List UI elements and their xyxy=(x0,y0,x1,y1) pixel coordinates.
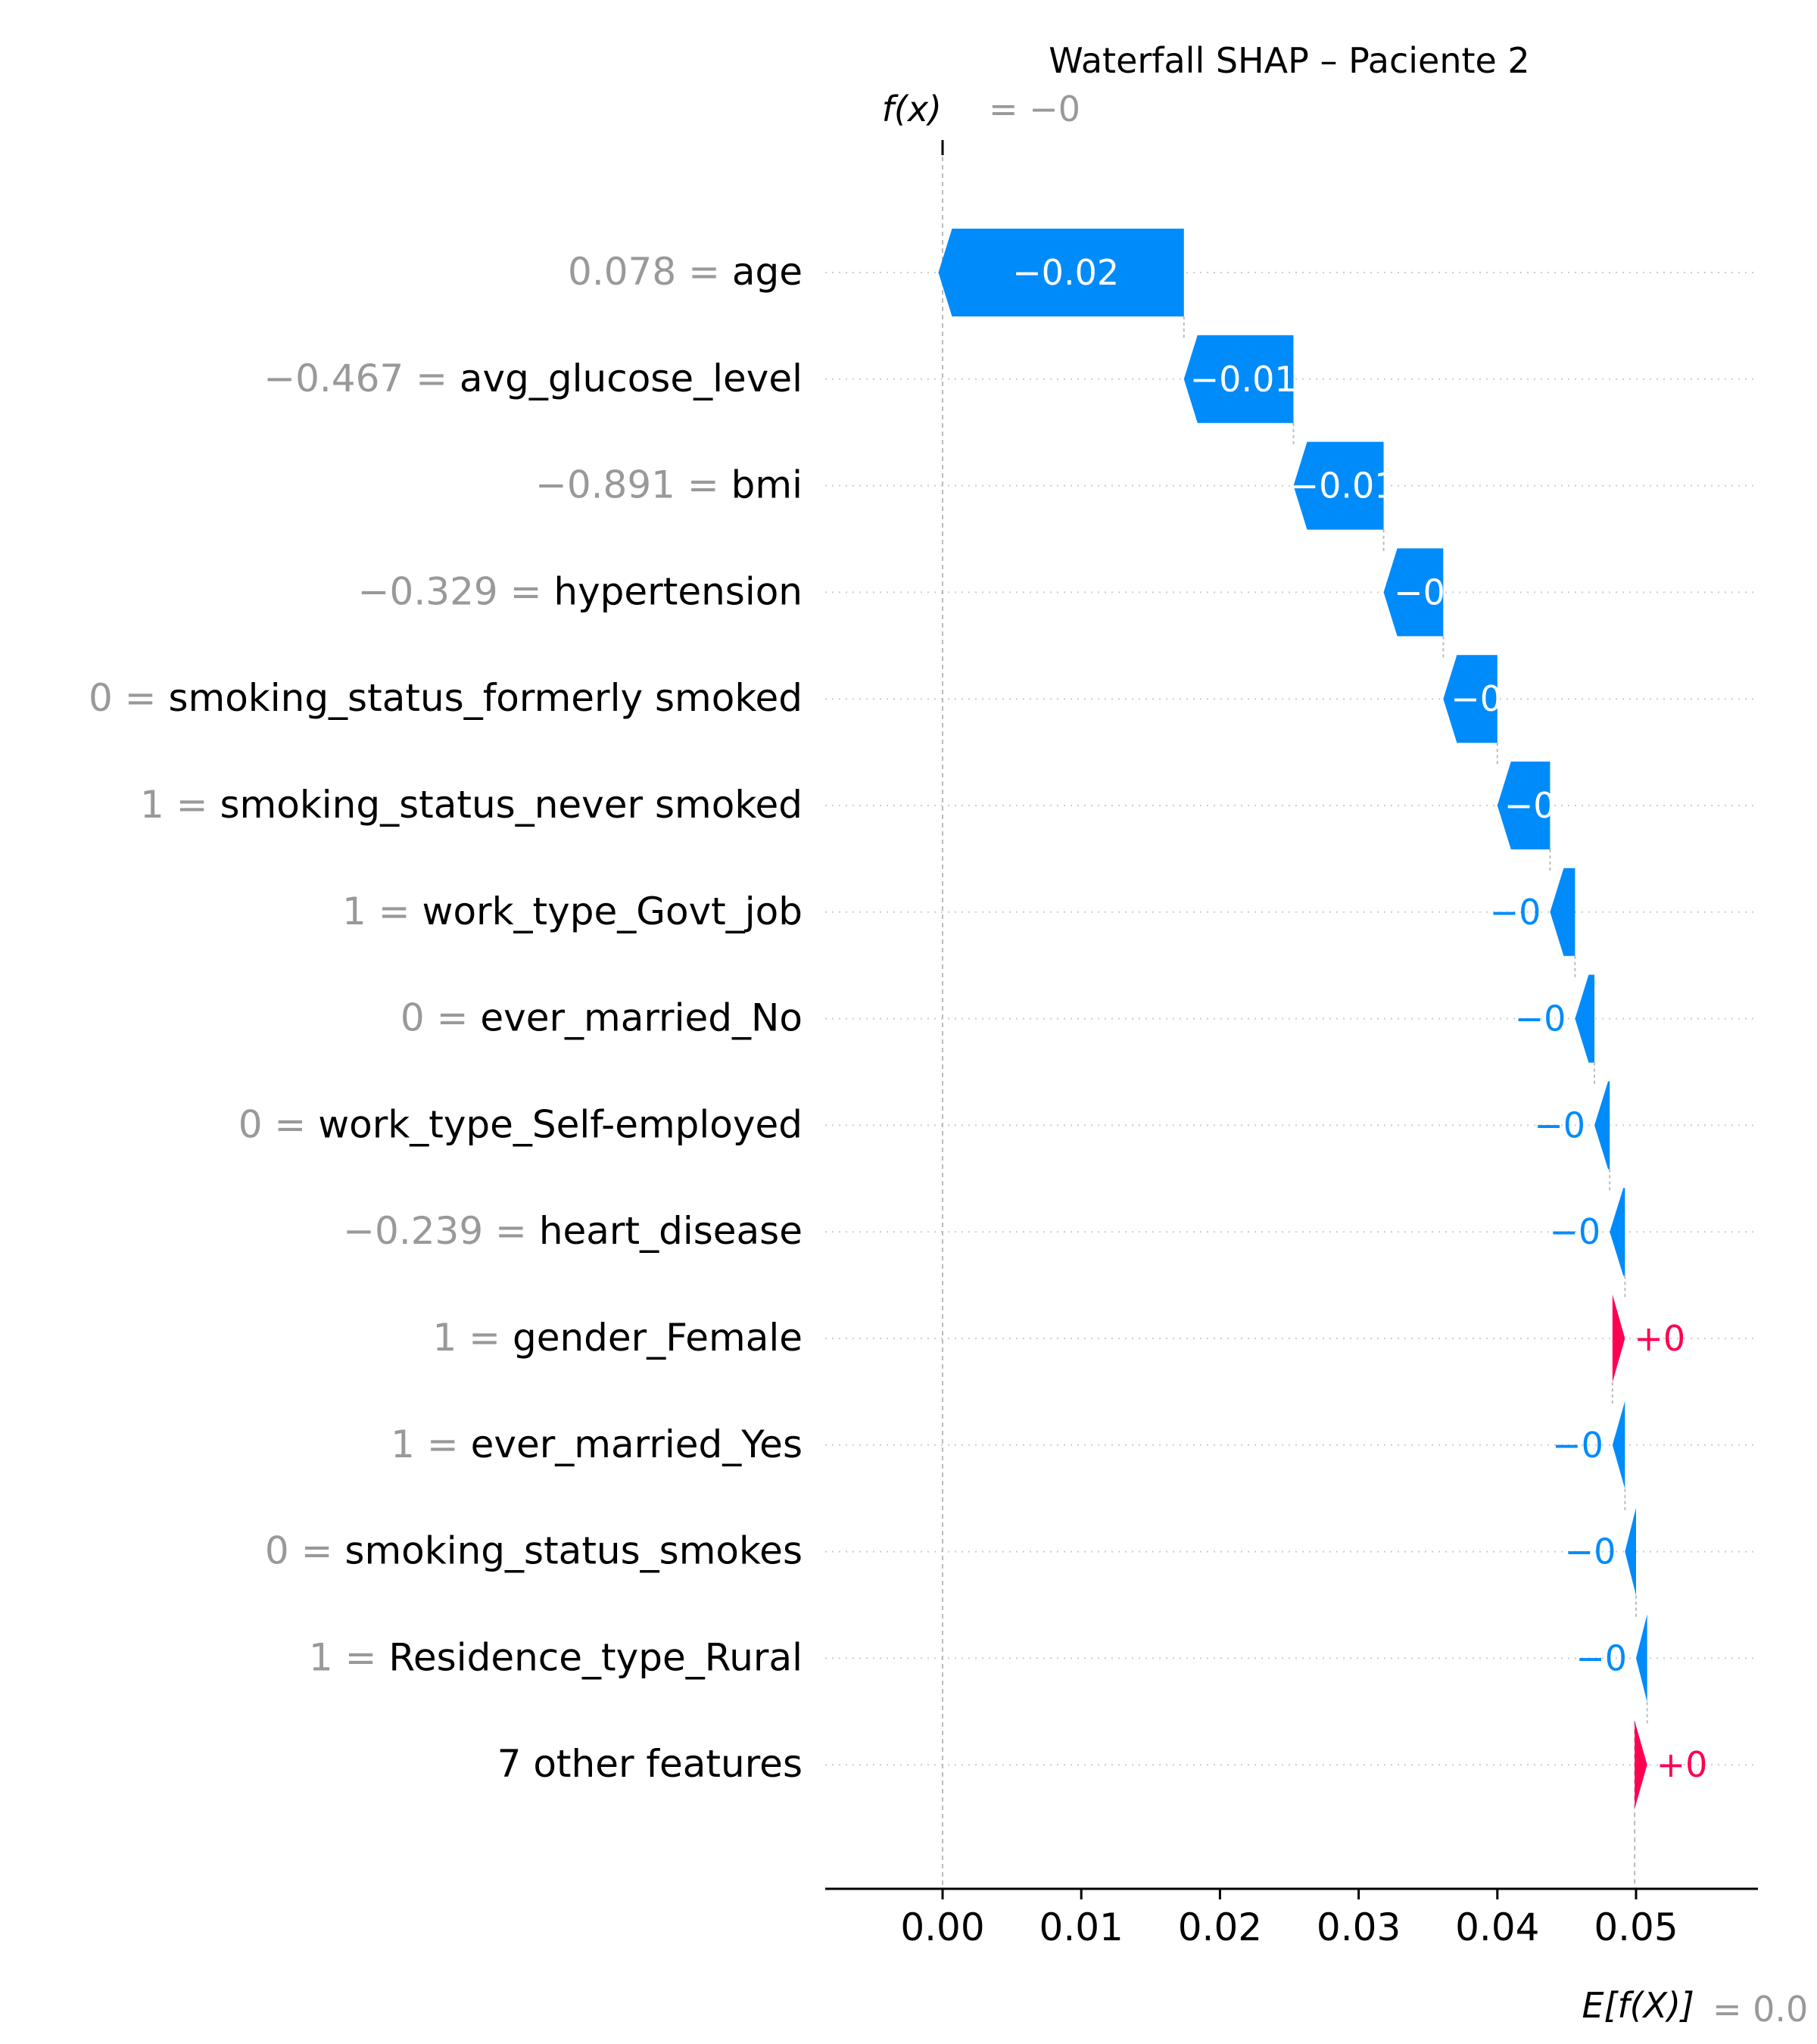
fx-annotation: f(x) = −0 xyxy=(882,89,1080,129)
feature-value: 0 = xyxy=(238,1102,319,1146)
shap-value-label: +0 xyxy=(1656,1744,1708,1785)
efx-annotation: E[f(X)] = 0.0 xyxy=(1582,1985,1808,2030)
feature-label: 0.078 = age xyxy=(568,250,803,294)
negative-bar xyxy=(1443,655,1498,743)
feature-label: −0.239 = heart_disease xyxy=(343,1209,803,1253)
feature-value: 1 = xyxy=(391,1422,471,1466)
negative-bar xyxy=(1575,974,1595,1063)
shap-value-label: −0 xyxy=(1552,1425,1604,1466)
feature-label: 0 = work_type_Self-employed xyxy=(238,1102,803,1146)
feature-label: 7 other features xyxy=(497,1742,803,1786)
feature-value: −0.329 = xyxy=(358,569,554,613)
negative-bar xyxy=(1550,868,1575,956)
x-tick-label: 0.00 xyxy=(900,1905,984,1949)
feature-value: 0.078 = xyxy=(568,250,732,294)
feature-label: 1 = Residence_type_Rural xyxy=(309,1635,803,1679)
negative-bar xyxy=(1594,1081,1610,1170)
feature-name: 7 other features xyxy=(497,1742,803,1786)
feature-value: 1 = xyxy=(140,783,220,827)
shap-value-label: −0 xyxy=(1451,678,1502,719)
negative-bar xyxy=(1383,548,1444,637)
feature-value: −0.239 = xyxy=(343,1209,539,1253)
feature-name: ever_married_No xyxy=(480,996,803,1040)
shap-value-label: −0.01 xyxy=(1290,466,1397,506)
shap-value-label: +0 xyxy=(1634,1318,1685,1359)
negative-bar xyxy=(1497,762,1551,849)
feature-name: ever_married_Yes xyxy=(471,1422,803,1466)
x-tick-label: 0.03 xyxy=(1317,1905,1401,1949)
feature-name: smoking_status_smokes xyxy=(344,1529,803,1573)
feature-name: age xyxy=(732,250,803,294)
feature-name: gender_Female xyxy=(513,1316,803,1360)
shap-value-label: −0 xyxy=(1504,785,1556,826)
shap-value-label: −0 xyxy=(1490,892,1541,933)
feature-name: heart_disease xyxy=(539,1209,803,1253)
feature-label: −0.891 = bmi xyxy=(535,463,803,507)
feature-name: avg_glucose_level xyxy=(460,357,803,400)
feature-value: 0 = xyxy=(265,1529,345,1573)
shap-value-label: −0 xyxy=(1575,1637,1627,1678)
shap-value-label: −0.01 xyxy=(1190,359,1297,400)
x-tick-label: 0.01 xyxy=(1039,1905,1124,1949)
feature-label: 1 = smoking_status_never smoked xyxy=(140,783,803,827)
negative-bar xyxy=(1183,335,1294,423)
bars: −0.02 −0.01 −0.01 −0 −0 −0 −0 −0 −0 −0 +0 −0 −0 −0 +0 xyxy=(938,229,1708,1809)
shap-value-label: −0 xyxy=(1515,999,1566,1039)
negative-bar xyxy=(1293,441,1384,530)
feature-value: −0.891 = xyxy=(535,463,731,507)
feature-name: smoking_status_formerly smoked xyxy=(168,676,803,720)
feature-label: 0 = smoking_status_smokes xyxy=(265,1529,803,1573)
feature-value: 1 = xyxy=(342,890,422,933)
x-tick-label: 0.04 xyxy=(1455,1905,1539,1949)
positive-bar xyxy=(1612,1295,1625,1382)
feature-labels: 0.078 = age−0.467 = avg_glucose_level−0.… xyxy=(89,250,803,1786)
feature-name: Residence_type_Rural xyxy=(388,1635,803,1679)
efx-value: = 0.0 xyxy=(1713,1989,1808,2030)
shap-value-label: −0.02 xyxy=(1012,252,1119,293)
feature-name: work_type_Self-employed xyxy=(318,1102,803,1146)
feature-name: bmi xyxy=(731,463,803,507)
x-tick-label: 0.05 xyxy=(1594,1905,1678,1949)
feature-value: 1 = xyxy=(309,1635,389,1679)
feature-label: 1 = work_type_Govt_job xyxy=(342,890,803,933)
feature-label: 1 = ever_married_Yes xyxy=(391,1422,803,1466)
feature-label: 1 = gender_Female xyxy=(432,1316,803,1360)
shap-value-label: −0 xyxy=(1394,572,1445,612)
negative-bar xyxy=(1625,1507,1636,1596)
feature-value: 1 = xyxy=(432,1316,513,1360)
negative-bar xyxy=(1612,1401,1625,1489)
positive-bar xyxy=(1635,1721,1647,1809)
efx-label: E[f(X)] xyxy=(1582,1985,1694,2026)
feature-name: smoking_status_never smoked xyxy=(220,783,803,827)
feature-name: work_type_Govt_job xyxy=(422,890,803,933)
feature-value: −0.467 = xyxy=(263,357,460,400)
negative-bar xyxy=(1636,1614,1647,1703)
connector-lines xyxy=(941,140,1648,1889)
feature-name: hypertension xyxy=(553,569,803,613)
negative-bar xyxy=(1610,1188,1625,1276)
fx-value: = −0 xyxy=(989,89,1080,129)
x-tick-label: 0.02 xyxy=(1178,1905,1262,1949)
feature-label: −0.329 = hypertension xyxy=(358,569,803,613)
shap-value-label: −0 xyxy=(1534,1105,1585,1145)
shap-value-label: −0 xyxy=(1549,1211,1600,1252)
feature-value: 0 = xyxy=(89,676,169,720)
feature-label: 0 = smoking_status_formerly smoked xyxy=(89,676,803,720)
chart-title: Waterfall SHAP – Paciente 2 xyxy=(1049,40,1529,81)
feature-value: 0 = xyxy=(400,996,481,1040)
shap-value-label: −0 xyxy=(1565,1531,1616,1572)
feature-label: −0.467 = avg_glucose_level xyxy=(263,357,803,400)
fx-label: f(x) xyxy=(882,89,942,129)
feature-label: 0 = ever_married_No xyxy=(400,996,803,1040)
row-gridlines xyxy=(825,272,1758,1766)
x-axis: 0.00 0.01 0.02 0.03 0.04 0.05 xyxy=(825,1887,1758,1949)
negative-bar xyxy=(938,229,1184,316)
